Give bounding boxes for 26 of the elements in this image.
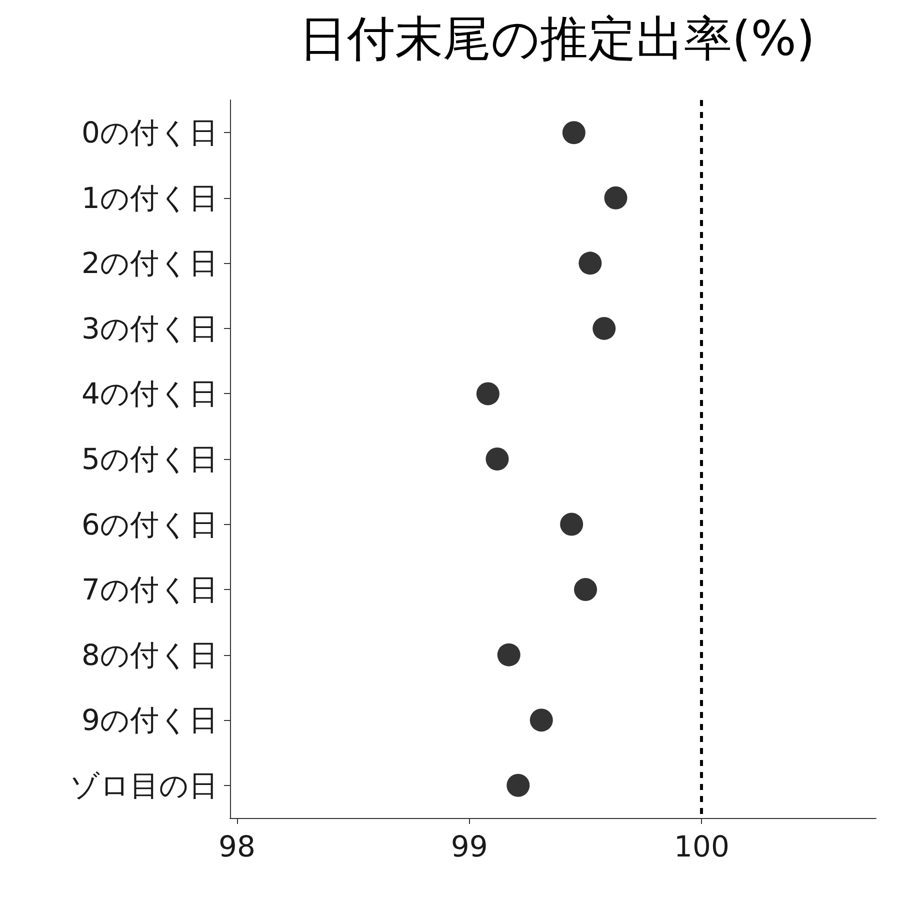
y-tick-label: 3の付く日 bbox=[82, 311, 218, 346]
point bbox=[486, 448, 509, 470]
y-tick-label: 0の付く日 bbox=[82, 116, 218, 150]
y-tick-label: 7の付く日 bbox=[82, 572, 218, 607]
y-tick-label: 5の付く日 bbox=[82, 442, 218, 476]
point bbox=[530, 708, 553, 732]
point bbox=[497, 643, 520, 666]
x-tick-label: 100 bbox=[674, 830, 730, 864]
point bbox=[574, 578, 598, 602]
y-tick-label: 8の付く日 bbox=[82, 638, 218, 672]
y-tick-label: 1の付く日 bbox=[82, 180, 218, 215]
y-tick-label: ゾロ目の日 bbox=[70, 768, 218, 802]
point bbox=[506, 774, 530, 797]
point bbox=[592, 316, 616, 340]
y-tick-label: 9の付く日 bbox=[82, 703, 218, 738]
y-tick-label: 4の付く日 bbox=[82, 376, 218, 411]
y-tick-label: 6の付く日 bbox=[82, 507, 218, 542]
point bbox=[476, 382, 500, 406]
chart-title: 日付末尾の推定出率(%) bbox=[298, 11, 816, 67]
point bbox=[578, 252, 602, 275]
point bbox=[562, 121, 586, 144]
x-tick-label: 98 bbox=[218, 830, 256, 864]
point bbox=[604, 186, 628, 210]
y-tick-label: 2の付く日 bbox=[82, 246, 218, 280]
x-tick-label: 99 bbox=[450, 830, 488, 864]
point bbox=[560, 512, 584, 536]
